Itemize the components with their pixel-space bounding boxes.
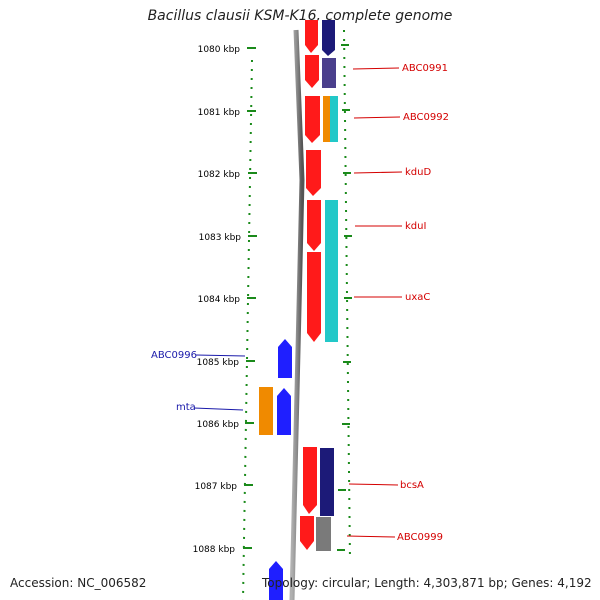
forward-genes — [300, 20, 321, 550]
gene-arrow[interactable] — [306, 150, 321, 196]
gene-block[interactable] — [320, 448, 334, 516]
gene-label-abc0996[interactable]: ABC0996 — [151, 350, 197, 361]
gene-label-kdud[interactable]: kduD — [405, 167, 431, 178]
gene-block[interactable] — [323, 96, 330, 142]
gene-label-abc0991[interactable]: ABC0991 — [402, 63, 448, 74]
color-track — [316, 20, 338, 551]
gene-arrow[interactable] — [277, 388, 291, 435]
gene-block[interactable] — [316, 517, 331, 551]
tick-marks-right — [337, 44, 352, 551]
leader-lines-right — [346, 67, 403, 538]
gene-label-abc0992[interactable]: ABC0992 — [403, 112, 449, 123]
tick-label: 1085 kbp — [197, 358, 240, 368]
reverse-genes — [259, 339, 292, 600]
gene-block[interactable] — [325, 252, 338, 342]
axis-tick-labels: 1080 kbp 1081 kbp 1082 kbp 1083 kbp 1084… — [193, 45, 242, 555]
gene-label-abc0999[interactable]: ABC0999 — [397, 532, 443, 543]
gene-arrow[interactable] — [305, 20, 318, 53]
gene-block[interactable] — [325, 200, 338, 252]
tick-label: 1088 kbp — [193, 545, 236, 555]
gene-arrow[interactable] — [269, 561, 283, 600]
tick-label: 1081 kbp — [198, 108, 241, 118]
gene-arrow[interactable] — [305, 96, 320, 143]
gene-block[interactable] — [330, 96, 338, 142]
gene-arrow[interactable] — [278, 339, 292, 378]
genome-backbone — [289, 29, 305, 600]
gene-block[interactable] — [322, 58, 336, 88]
gene-arrow[interactable] — [303, 447, 317, 514]
tick-label: 1086 kbp — [197, 420, 240, 430]
gene-label-bcsa[interactable]: bcsA — [400, 480, 424, 491]
tick-label: 1080 kbp — [198, 45, 241, 55]
ruler-dotted-right — [343, 29, 351, 561]
gene-label-mta[interactable]: mta — [176, 402, 196, 413]
genome-title: Bacillus clausii KSM-K16, complete genom… — [147, 8, 453, 24]
gene-label-uxac[interactable]: uxaC — [405, 292, 430, 303]
ruler-dotted-left — [242, 59, 253, 600]
gene-arrow[interactable] — [307, 200, 321, 251]
tick-label: 1087 kbp — [195, 482, 238, 492]
gene-labels-right: ABC0991 ABC0992 kduD kduI uxaC bcsA ABC0… — [397, 63, 449, 543]
gene-block[interactable] — [322, 20, 335, 56]
gene-arrow[interactable] — [305, 55, 319, 88]
tick-label: 1084 kbp — [198, 295, 241, 305]
gene-arrow[interactable] — [300, 516, 314, 550]
accession-text: Accession: NC_006582 — [10, 576, 147, 590]
gene-label-kdui[interactable]: kduI — [405, 221, 426, 232]
gene-arrow[interactable] — [307, 252, 321, 342]
gene-block[interactable] — [259, 387, 273, 435]
tick-label: 1082 kbp — [198, 170, 241, 180]
genome-summary-text: Topology: circular; Length: 4,303,871 bp… — [262, 576, 592, 590]
gene-labels-left: ABC0996 mta — [151, 350, 197, 413]
leader-lines-left — [193, 354, 246, 411]
tick-label: 1083 kbp — [199, 233, 242, 243]
tick-marks-left — [243, 47, 257, 549]
